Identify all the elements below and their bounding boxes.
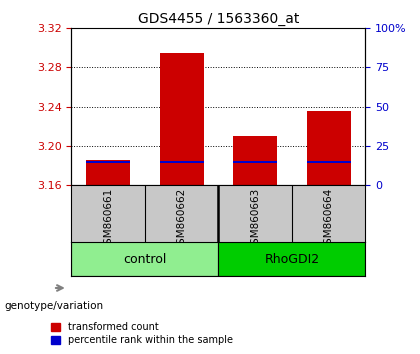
Text: GSM860663: GSM860663 xyxy=(250,188,260,251)
Text: control: control xyxy=(123,253,167,266)
Text: GSM860664: GSM860664 xyxy=(324,188,333,251)
Legend: transformed count, percentile rank within the sample: transformed count, percentile rank withi… xyxy=(47,319,237,349)
FancyBboxPatch shape xyxy=(71,242,218,276)
Text: GSM860661: GSM860661 xyxy=(103,188,113,251)
Text: genotype/variation: genotype/variation xyxy=(4,301,103,311)
Bar xyxy=(307,112,351,185)
Bar xyxy=(86,161,130,163)
Bar xyxy=(233,136,277,185)
Bar xyxy=(233,161,277,163)
Title: GDS4455 / 1563360_at: GDS4455 / 1563360_at xyxy=(138,12,299,26)
Bar xyxy=(307,161,351,163)
Bar xyxy=(160,161,204,163)
Text: RhoGDI2: RhoGDI2 xyxy=(264,253,320,266)
Text: GSM860662: GSM860662 xyxy=(177,188,186,251)
FancyBboxPatch shape xyxy=(218,242,365,276)
Bar xyxy=(160,53,204,185)
Bar xyxy=(86,160,130,185)
